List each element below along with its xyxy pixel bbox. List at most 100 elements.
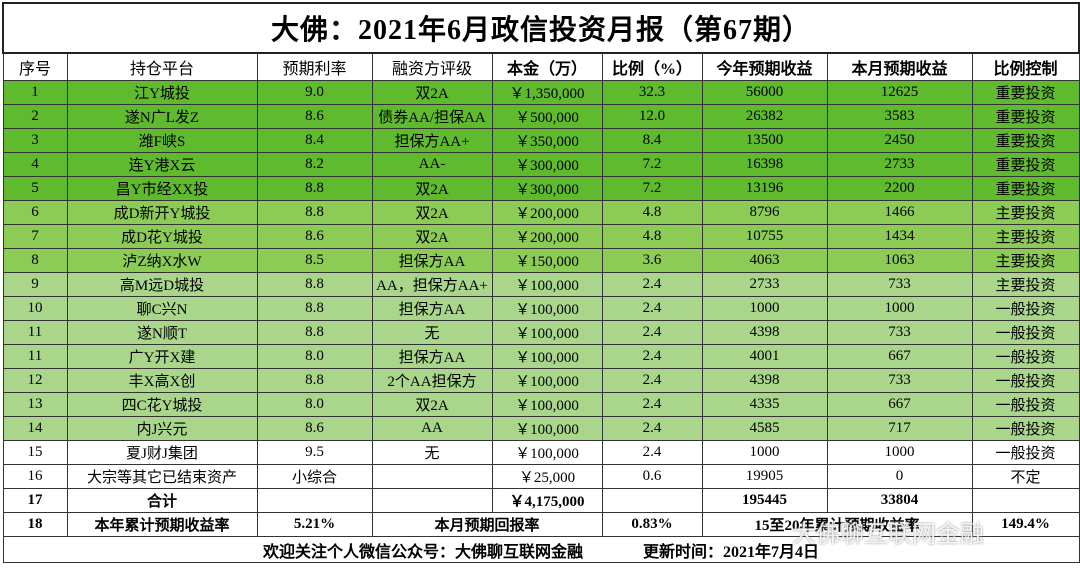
- title: 大佛：2021年6月政信投资月报（第67期）: [1, 2, 1080, 54]
- table-cell: 夏J财J集团: [66, 440, 258, 465]
- table-cell: 9.0: [256, 80, 373, 105]
- table-cell: 昌Y市经XX投: [66, 176, 258, 201]
- table-cell: 3: [2, 128, 68, 153]
- table-cell: 717: [826, 416, 973, 441]
- table-cell: 一般投资: [971, 440, 1080, 465]
- summary-cell: 0.83%: [601, 512, 703, 537]
- table-cell: 1000: [701, 440, 828, 465]
- table-cell: 大宗等其它已结束资产: [66, 464, 258, 489]
- table-cell: 11: [2, 320, 68, 345]
- table-cell: 667: [826, 344, 973, 369]
- table-cell: 2733: [701, 272, 828, 297]
- table-cell: 33804: [826, 488, 973, 513]
- table-cell: 13: [2, 392, 68, 417]
- column-header: 持仓平台: [66, 52, 258, 81]
- table-cell: 17: [2, 488, 68, 513]
- table-cell: 4585: [701, 416, 828, 441]
- table-cell: 重要投资: [971, 176, 1080, 201]
- table-cell: [371, 488, 493, 513]
- table-cell: 潍F峡S: [66, 128, 258, 153]
- summary-cell: 5.21%: [256, 512, 373, 537]
- table-cell: 10755: [701, 224, 828, 249]
- table-cell: 一般投资: [971, 320, 1080, 345]
- table-cell: 8.0: [256, 392, 373, 417]
- table-cell: 成D新开Y城投: [66, 200, 258, 225]
- table-cell: 担保方AA: [371, 248, 493, 273]
- table-cell: ￥100,000: [491, 368, 603, 393]
- table-cell: 一般投资: [971, 416, 1080, 441]
- table-cell: AA-: [371, 152, 493, 177]
- table-cell: 4063: [701, 248, 828, 273]
- table-cell: 双2A: [371, 392, 493, 417]
- table-cell: 一般投资: [971, 392, 1080, 417]
- table-cell: 一般投资: [971, 344, 1080, 369]
- table-cell: 2450: [826, 128, 973, 153]
- table-cell: 双2A: [371, 80, 493, 105]
- table-cell: 不定: [971, 464, 1080, 489]
- table-cell: 重要投资: [971, 152, 1080, 177]
- table-cell: ￥200,000: [491, 200, 603, 225]
- table-cell: 0: [826, 464, 973, 489]
- summary-cell: 本月预期回报率: [371, 512, 603, 537]
- table-cell: 小综合: [256, 464, 373, 489]
- table-cell: 2.4: [601, 272, 703, 297]
- table-row: 5 昌Y市经XX投 8.8 双2A ￥300,000 7.2 13196 2200 重要投资: [2, 176, 1080, 201]
- table-cell: ￥100,000: [491, 344, 603, 369]
- report-table: 大佛：2021年6月政信投资月报（第67期） 序号 持仓平台 预期利率 融资方评级 本金…: [1, 2, 1080, 563]
- table-row: 11 遂N顺T 8.8 无 ￥100,000 2.4 4398 733 一般投资: [2, 320, 1080, 345]
- table-row: 2 遂N广L发Z 8.6 债券AA/担保AA ￥500,000 12.0 26382 3583…: [2, 104, 1080, 129]
- table-cell: 2.4: [601, 344, 703, 369]
- table-cell: 聊C兴N: [66, 296, 258, 321]
- table-cell: 四C花Y城投: [66, 392, 258, 417]
- table-cell: ￥25,000: [491, 464, 603, 489]
- table-cell: 8.4: [256, 128, 373, 153]
- table-row: 13 四C花Y城投 8.0 双2A ￥100,000 2.4 4335 667 一般投资: [2, 392, 1080, 417]
- table-cell: 泸Z纳X水W: [66, 248, 258, 273]
- table-cell: 主要投资: [971, 200, 1080, 225]
- table-cell: 1466: [826, 200, 973, 225]
- footer-row: 欢迎关注个人微信公众号：大佛聊互联网金融 更新时间：2021年7月4日: [2, 536, 1080, 563]
- table-cell: 重要投资: [971, 104, 1080, 129]
- table-cell: [371, 464, 493, 489]
- table-cell: 56000: [701, 80, 828, 105]
- table-cell: ￥350,000: [491, 128, 603, 153]
- table-cell: 8.4: [601, 128, 703, 153]
- footer: 欢迎关注个人微信公众号：大佛聊互联网金融 更新时间：2021年7月4日: [2, 536, 1080, 563]
- table-cell: ￥200,000: [491, 224, 603, 249]
- table-cell: AA，担保方AA+: [371, 272, 493, 297]
- table-cell: 9.5: [256, 440, 373, 465]
- table-cell: 8796: [701, 200, 828, 225]
- table-cell: 内J兴元: [66, 416, 258, 441]
- table-cell: 丰X高X创: [66, 368, 258, 393]
- table-cell: ￥100,000: [491, 440, 603, 465]
- table-cell: 重要投资: [971, 128, 1080, 153]
- table-cell: ￥100,000: [491, 320, 603, 345]
- table-cell: 2.4: [601, 392, 703, 417]
- table-cell: 1434: [826, 224, 973, 249]
- table-cell: 8.6: [256, 104, 373, 129]
- table-cell: 16: [2, 464, 68, 489]
- summary-row: 18 本年累计预期收益率 5.21% 本月预期回报率 0.83% 15至20年累计预期收益…: [2, 512, 1080, 537]
- table-cell: 债券AA/担保AA: [371, 104, 493, 129]
- table-cell: 主要投资: [971, 224, 1080, 249]
- table-cell: 667: [826, 392, 973, 417]
- table-cell: 2.4: [601, 368, 703, 393]
- table-row: 1 江Y城投 9.0 双2A ￥1,350,000 32.3 56000 12625 重要投资: [2, 80, 1080, 105]
- table-cell: 5: [2, 176, 68, 201]
- table-cell: 高M远D城投: [66, 272, 258, 297]
- table-cell: 无: [371, 440, 493, 465]
- table-cell: 1000: [826, 440, 973, 465]
- table-cell: 8.8: [256, 200, 373, 225]
- table-row: 11 广Y开X建 8.0 担保方AA ￥100,000 2.4 4001 667 一般投资: [2, 344, 1080, 369]
- table-cell: 1: [2, 80, 68, 105]
- table-row: 8 泸Z纳X水W 8.5 担保方AA ￥150,000 3.6 4063 1063 主要投资: [2, 248, 1080, 273]
- table-cell: 8.0: [256, 344, 373, 369]
- table-cell: AA: [371, 416, 493, 441]
- table-cell: 2.4: [601, 320, 703, 345]
- table-cell: 14: [2, 416, 68, 441]
- header-row: 序号 持仓平台 预期利率 融资方评级 本金（万） 比例（%） 今年预期收益 本月预期收益 比例控…: [2, 52, 1080, 81]
- table-cell: 9: [2, 272, 68, 297]
- table-cell: 8.2: [256, 152, 373, 177]
- table-cell: 主要投资: [971, 272, 1080, 297]
